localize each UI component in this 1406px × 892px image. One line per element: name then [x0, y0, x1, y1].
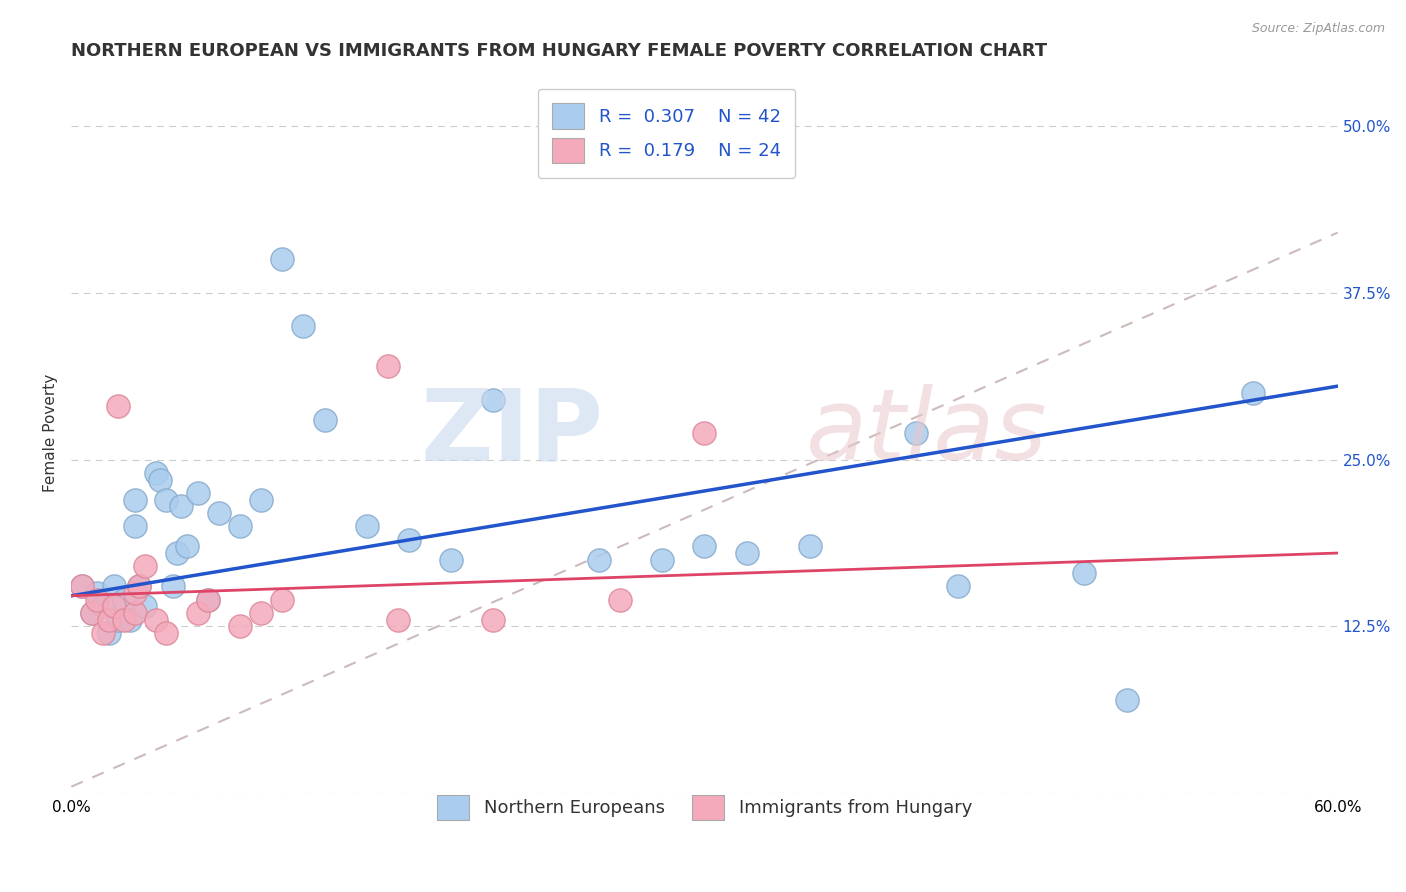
Text: NORTHERN EUROPEAN VS IMMIGRANTS FROM HUNGARY FEMALE POVERTY CORRELATION CHART: NORTHERN EUROPEAN VS IMMIGRANTS FROM HUN… [72, 42, 1047, 60]
Point [482, 613, 505, 627]
Point [1115, 693, 1137, 707]
Point [86, 592, 108, 607]
Point [482, 392, 505, 407]
Point [229, 519, 252, 533]
Point [1073, 566, 1095, 580]
Point [693, 425, 716, 440]
Point [271, 252, 294, 267]
Point [271, 592, 294, 607]
Point [166, 546, 188, 560]
Text: ZIP: ZIP [420, 384, 603, 482]
Point [197, 592, 219, 607]
Point [1241, 385, 1264, 400]
Point [134, 599, 156, 614]
Point [356, 519, 378, 533]
Point [229, 619, 252, 633]
Point [609, 592, 631, 607]
Y-axis label: Female Poverty: Female Poverty [44, 374, 58, 492]
Point [107, 399, 129, 413]
Point [120, 613, 142, 627]
Point [440, 552, 463, 566]
Point [103, 579, 125, 593]
Point [112, 592, 135, 607]
Point [799, 540, 821, 554]
Point [651, 552, 673, 566]
Point [170, 500, 193, 514]
Point [735, 546, 758, 560]
Point [134, 559, 156, 574]
Point [82, 606, 104, 620]
Point [292, 319, 315, 334]
Point [693, 540, 716, 554]
Point [155, 626, 177, 640]
Point [128, 579, 150, 593]
Point [208, 506, 231, 520]
Point [112, 613, 135, 627]
Point [155, 492, 177, 507]
Point [197, 592, 219, 607]
Point [162, 579, 184, 593]
Text: Source: ZipAtlas.com: Source: ZipAtlas.com [1251, 22, 1385, 36]
Point [187, 486, 209, 500]
Point [128, 579, 150, 593]
Point [946, 579, 969, 593]
Point [107, 613, 129, 627]
Point [86, 586, 108, 600]
Point [91, 626, 114, 640]
Point [250, 606, 273, 620]
Point [124, 492, 146, 507]
Point [387, 613, 409, 627]
Point [314, 412, 336, 426]
Point [124, 606, 146, 620]
Point [98, 626, 121, 640]
Text: atlas: atlas [806, 384, 1047, 482]
Point [149, 473, 172, 487]
Point [91, 599, 114, 614]
Point [145, 613, 167, 627]
Point [176, 540, 198, 554]
Legend: Northern Europeans, Immigrants from Hungary: Northern Europeans, Immigrants from Hung… [422, 780, 987, 835]
Point [124, 586, 146, 600]
Point [70, 579, 93, 593]
Point [145, 466, 167, 480]
Point [250, 492, 273, 507]
Point [187, 606, 209, 620]
Point [377, 359, 399, 373]
Point [124, 519, 146, 533]
Point [70, 579, 93, 593]
Point [98, 613, 121, 627]
Point [398, 533, 420, 547]
Point [588, 552, 610, 566]
Point [904, 425, 927, 440]
Point [82, 606, 104, 620]
Point [103, 599, 125, 614]
